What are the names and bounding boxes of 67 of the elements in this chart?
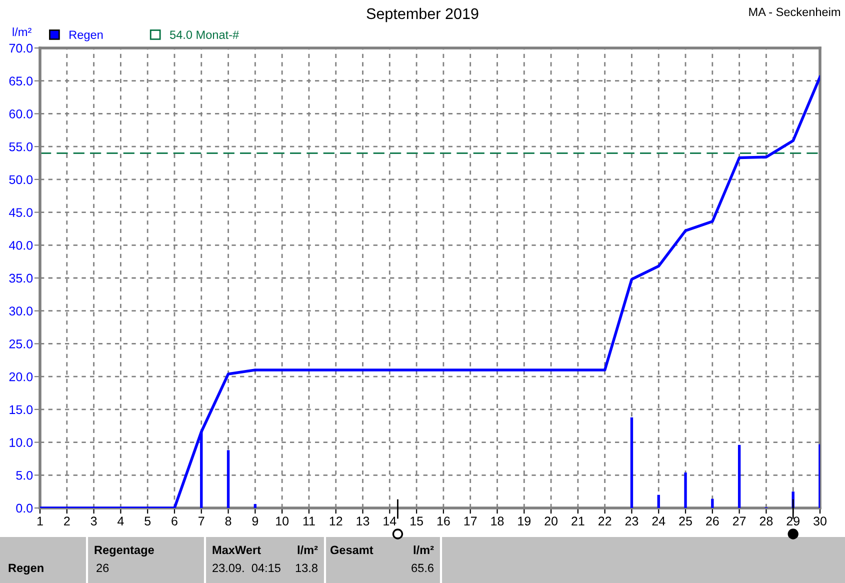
text: Regentage bbox=[94, 546, 154, 557]
y-tick-label: 35.0 bbox=[9, 274, 33, 283]
y-tick-label: 70.0 bbox=[9, 44, 33, 53]
y-tick-label: 65.0 bbox=[9, 76, 33, 86]
bar bbox=[738, 444, 741, 508]
x-tick-label: 15 bbox=[410, 516, 423, 526]
y-axis-title: l/m² bbox=[12, 28, 32, 36]
x-tick-label: 21 bbox=[572, 516, 584, 526]
bar bbox=[711, 498, 714, 508]
chart-title: September 2019 bbox=[366, 8, 478, 22]
x-tick-label: 26 bbox=[706, 516, 719, 526]
y-tick-label: 30.0 bbox=[9, 306, 33, 316]
x-tick-label: 13 bbox=[356, 516, 370, 526]
y-tick-label: 0.0 bbox=[16, 504, 33, 513]
y-tick-label: 10.0 bbox=[10, 438, 33, 447]
x-tick-label: 29 bbox=[786, 516, 800, 526]
x-tick-label: 25 bbox=[679, 516, 692, 526]
text: l/m² bbox=[414, 545, 434, 554]
bar bbox=[254, 504, 257, 508]
text: 65.6 bbox=[412, 564, 434, 572]
y-tick-label: 15.0 bbox=[10, 405, 33, 414]
x-tick-label: 6 bbox=[172, 516, 178, 526]
y-tick-label: 5.0 bbox=[16, 470, 33, 480]
text: Regen bbox=[8, 564, 44, 574]
x-tick-label: 19 bbox=[518, 516, 530, 526]
x-tick-label: 14 bbox=[384, 516, 396, 526]
x-tick-label: 24 bbox=[652, 516, 666, 526]
y-tick-label: 40.0 bbox=[9, 240, 33, 250]
x-tick-label: 1 bbox=[37, 516, 43, 526]
legend-label: 54.0 Monat-# bbox=[170, 30, 240, 39]
x-tick-label: 23 bbox=[625, 516, 638, 526]
text: 13.8 bbox=[296, 564, 318, 572]
x-tick-label: 4 bbox=[118, 516, 124, 526]
y-tick-label: 25.0 bbox=[9, 340, 33, 348]
chart-subtitle: MA - Seckenheim bbox=[749, 8, 840, 16]
text: Gesamt bbox=[330, 546, 374, 554]
text: 26 bbox=[96, 564, 109, 572]
y-tick-label: 50.0 bbox=[9, 175, 33, 184]
x-tick-label: 7 bbox=[198, 516, 204, 526]
legend-label: Regen bbox=[70, 30, 103, 42]
x-tick-label: 8 bbox=[225, 516, 232, 526]
x-tick-label: 5 bbox=[144, 516, 151, 526]
x-tick-label: 2 bbox=[64, 516, 70, 526]
x-tick-label: 27 bbox=[732, 516, 746, 526]
y-tick-label: 45.0 bbox=[9, 208, 33, 217]
bar bbox=[657, 494, 660, 508]
y-tick-label: 60.0 bbox=[9, 110, 33, 118]
x-tick-label: 16 bbox=[437, 516, 450, 526]
x-tick-label: 11 bbox=[303, 516, 315, 526]
x-tick-label: 3 bbox=[90, 516, 97, 526]
y-tick-label: 55.0 bbox=[9, 142, 33, 152]
x-tick-label: 30 bbox=[814, 516, 826, 526]
x-tick-label: 9 bbox=[252, 516, 258, 526]
x-tick-label: 22 bbox=[598, 516, 612, 526]
bar bbox=[630, 417, 634, 508]
x-tick-label: 10 bbox=[276, 516, 289, 526]
text: l/m² bbox=[298, 545, 318, 554]
x-tick-label: 18 bbox=[491, 516, 504, 526]
bar bbox=[226, 450, 230, 508]
bar bbox=[684, 472, 687, 508]
text: 23.09. 04:15 bbox=[212, 564, 280, 572]
text: MaxWert bbox=[212, 546, 261, 554]
x-tick-label: 28 bbox=[760, 516, 773, 526]
x-tick-label: 17 bbox=[464, 516, 477, 526]
x-tick-label: 20 bbox=[544, 516, 558, 526]
x-tick-label: 12 bbox=[330, 516, 342, 526]
y-tick-label: 20.0 bbox=[9, 372, 33, 382]
